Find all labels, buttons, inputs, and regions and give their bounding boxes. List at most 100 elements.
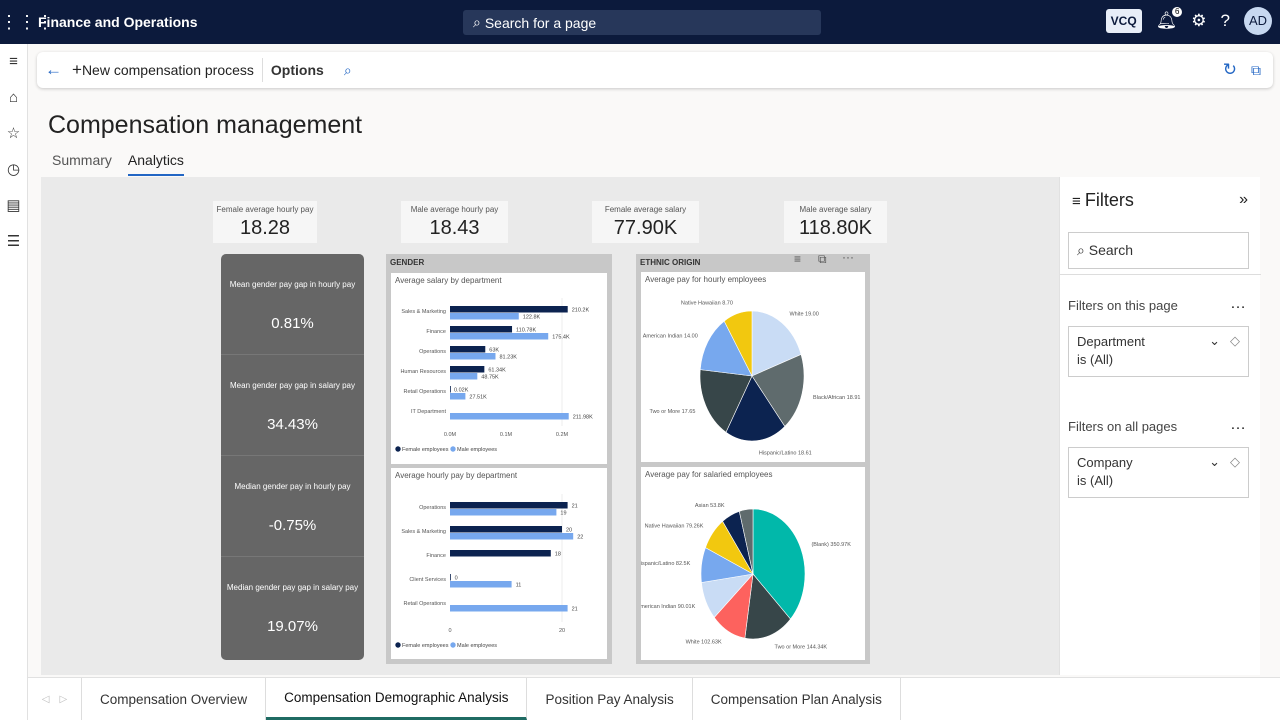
home-icon[interactable]: ⌂ — [8, 89, 19, 106]
hamburger-menu-icon[interactable]: ≡ — [9, 53, 18, 70]
gap-value: 0.81% — [271, 315, 314, 332]
more-options-icon[interactable]: … — [1230, 416, 1246, 433]
filter-search-input[interactable]: ⌕ Search — [1068, 232, 1249, 269]
category-label: Retail Operations — [404, 601, 447, 607]
app-launcher-icon[interactable]: ⋮⋮⋮ — [0, 11, 54, 32]
collapse-chevron-icon[interactable]: » — [1239, 191, 1248, 208]
tab-summary[interactable]: Summary — [52, 152, 112, 168]
legend-marker — [395, 446, 401, 452]
category-label: IT Department — [411, 409, 447, 415]
prev-page-icon[interactable]: ◁ — [41, 693, 50, 705]
slice-label: (Blank) 350.97K — [811, 542, 851, 548]
bar-female — [450, 550, 551, 557]
favorites-star-icon[interactable]: ☆ — [6, 125, 21, 142]
pie-slice — [699, 369, 753, 433]
kpi-label: Male average hourly pay — [410, 205, 499, 214]
salaried-pay-ethnic-pie[interactable]: Average pay for salaried employees (Blan… — [637, 467, 865, 660]
new-label: New compensation process — [81, 62, 254, 78]
pay-gap-card: Mean gender pay gap in hourly pay 0.81% M… — [221, 254, 364, 660]
notifications-bell-icon[interactable]: 🔔︎ 6 — [1156, 7, 1183, 31]
gap-value: 19.07% — [267, 618, 318, 635]
data-label: 175.4K — [552, 335, 570, 341]
tab-position-pay-analysis[interactable]: Position Pay Analysis — [527, 678, 693, 720]
x-tick-label: 0.0M — [444, 432, 457, 438]
category-label: Sales & Marketing — [401, 309, 446, 315]
filter-icon[interactable]: ≡ — [794, 252, 802, 266]
bar-male — [450, 313, 519, 320]
x-tick-label: 0.1M — [500, 432, 513, 438]
filter-field: Company — [1077, 455, 1133, 470]
bar-male — [450, 333, 549, 340]
legend-label: Female employees — [402, 643, 449, 649]
bar-chart-svg: Sales & Marketing 210.2K 122.8K Finance 110.… — [395, 298, 593, 453]
clear-filter-eraser-icon[interactable]: ◇ — [1230, 333, 1240, 348]
open-new-window-icon[interactable]: ⧉ — [1251, 61, 1261, 78]
search-icon: ⌕ — [473, 14, 481, 30]
tab-compensation-demographic-analysis[interactable]: Compensation Demographic Analysis — [266, 678, 528, 720]
back-arrow-icon[interactable]: ← — [45, 60, 62, 79]
filters-all-pages-heading: Filters on all pages — [1068, 419, 1178, 434]
pay-gap-item: Median gender pay gap in salary pay 19.07… — [221, 557, 364, 658]
new-compensation-process-button[interactable]: +New compensation process — [72, 60, 254, 80]
help-icon[interactable]: ? — [1220, 11, 1230, 30]
data-label: 21 — [572, 504, 578, 510]
salary-by-department-chart[interactable]: Average salary by department Sales & Mar… — [391, 273, 607, 464]
pie-slice — [738, 508, 754, 575]
company-picker[interactable]: VCQ — [1105, 9, 1142, 33]
next-page-icon[interactable]: ▷ — [59, 693, 68, 705]
category-label: Finance — [426, 553, 446, 559]
category-label: Finance — [426, 329, 446, 335]
chart-title: Average pay for salaried employees — [645, 470, 773, 479]
chevron-down-icon[interactable]: ⌄ — [1209, 454, 1220, 469]
hourly-pay-ethnic-pie[interactable]: Average pay for hourly employees White 1… — [641, 272, 865, 462]
search-icon: ⌕ — [1077, 242, 1089, 258]
data-label: 19 — [560, 511, 566, 517]
slice-label: Black/African 18.91 — [813, 395, 860, 401]
clear-filter-eraser-icon[interactable]: ◇ — [1230, 454, 1240, 469]
data-label: 0 — [455, 576, 458, 582]
tab-compensation-overview[interactable]: Compensation Overview — [82, 678, 267, 720]
data-label: 0.02K — [454, 388, 469, 394]
company-filter-card[interactable]: Company is (All) ⌄ ◇ — [1068, 447, 1249, 498]
recent-clock-icon[interactable]: ◷ — [6, 161, 21, 178]
tab-compensation-plan-analysis[interactable]: Compensation Plan Analysis — [693, 678, 901, 720]
hourly-by-department-chart[interactable]: Average hourly pay by department Operati… — [391, 468, 607, 659]
gap-label: Median gender pay in hourly pay — [234, 482, 351, 491]
bar-male — [450, 605, 568, 612]
bar-male — [450, 353, 496, 360]
search-icon[interactable]: ⌕ — [343, 61, 352, 78]
page-tabs: Summary Analytics — [52, 152, 184, 176]
bar-male — [450, 509, 557, 516]
bar-female — [450, 346, 486, 353]
page-search[interactable]: ⌕ Search for a page — [463, 10, 821, 35]
pay-gap-item: Median gender pay in hourly pay -0.75% — [221, 456, 364, 557]
divider — [261, 58, 263, 82]
data-label: 22 — [577, 535, 583, 541]
pie-chart-svg: White 19.00 Black/African 18.91 Hispanic/L… — [643, 300, 861, 456]
settings-gear-icon[interactable]: ⚙ — [1191, 11, 1207, 30]
tab-analytics[interactable]: Analytics — [127, 152, 184, 176]
pay-gap-item: Mean gender pay gap in hourly pay 0.81% — [221, 254, 364, 355]
pie-slice — [751, 354, 805, 427]
workspaces-icon[interactable]: ▤ — [6, 197, 21, 214]
options-button[interactable]: Options — [270, 62, 324, 78]
chevron-down-icon[interactable]: ⌄ — [1209, 333, 1220, 348]
data-label: 211.98K — [573, 415, 593, 421]
more-options-icon[interactable]: … — [1230, 295, 1246, 312]
department-filter-card[interactable]: Department is (All) ⌄ ◇ — [1068, 326, 1249, 377]
category-label: Retail Operations — [404, 389, 447, 395]
bar-male — [450, 413, 569, 420]
kpi-value: 18.43 — [429, 217, 480, 239]
focus-mode-icon[interactable]: ⧉ — [818, 252, 827, 266]
more-options-icon[interactable]: ··· — [842, 250, 854, 264]
bar-chart-svg: Operations 21 19 Sales & Marketing 20 22 Finan… — [395, 494, 583, 649]
refresh-icon[interactable]: ↻ — [1222, 60, 1237, 79]
divider — [1060, 274, 1261, 275]
pie-slice — [723, 310, 753, 377]
pie-slice — [752, 508, 806, 620]
plus-icon: + — [72, 60, 82, 79]
category-label: Human Resources — [400, 369, 446, 375]
modules-list-icon[interactable]: ☰ — [6, 233, 21, 250]
avatar[interactable]: AD — [1244, 7, 1272, 35]
app-title: Finance and Operations — [38, 14, 198, 30]
